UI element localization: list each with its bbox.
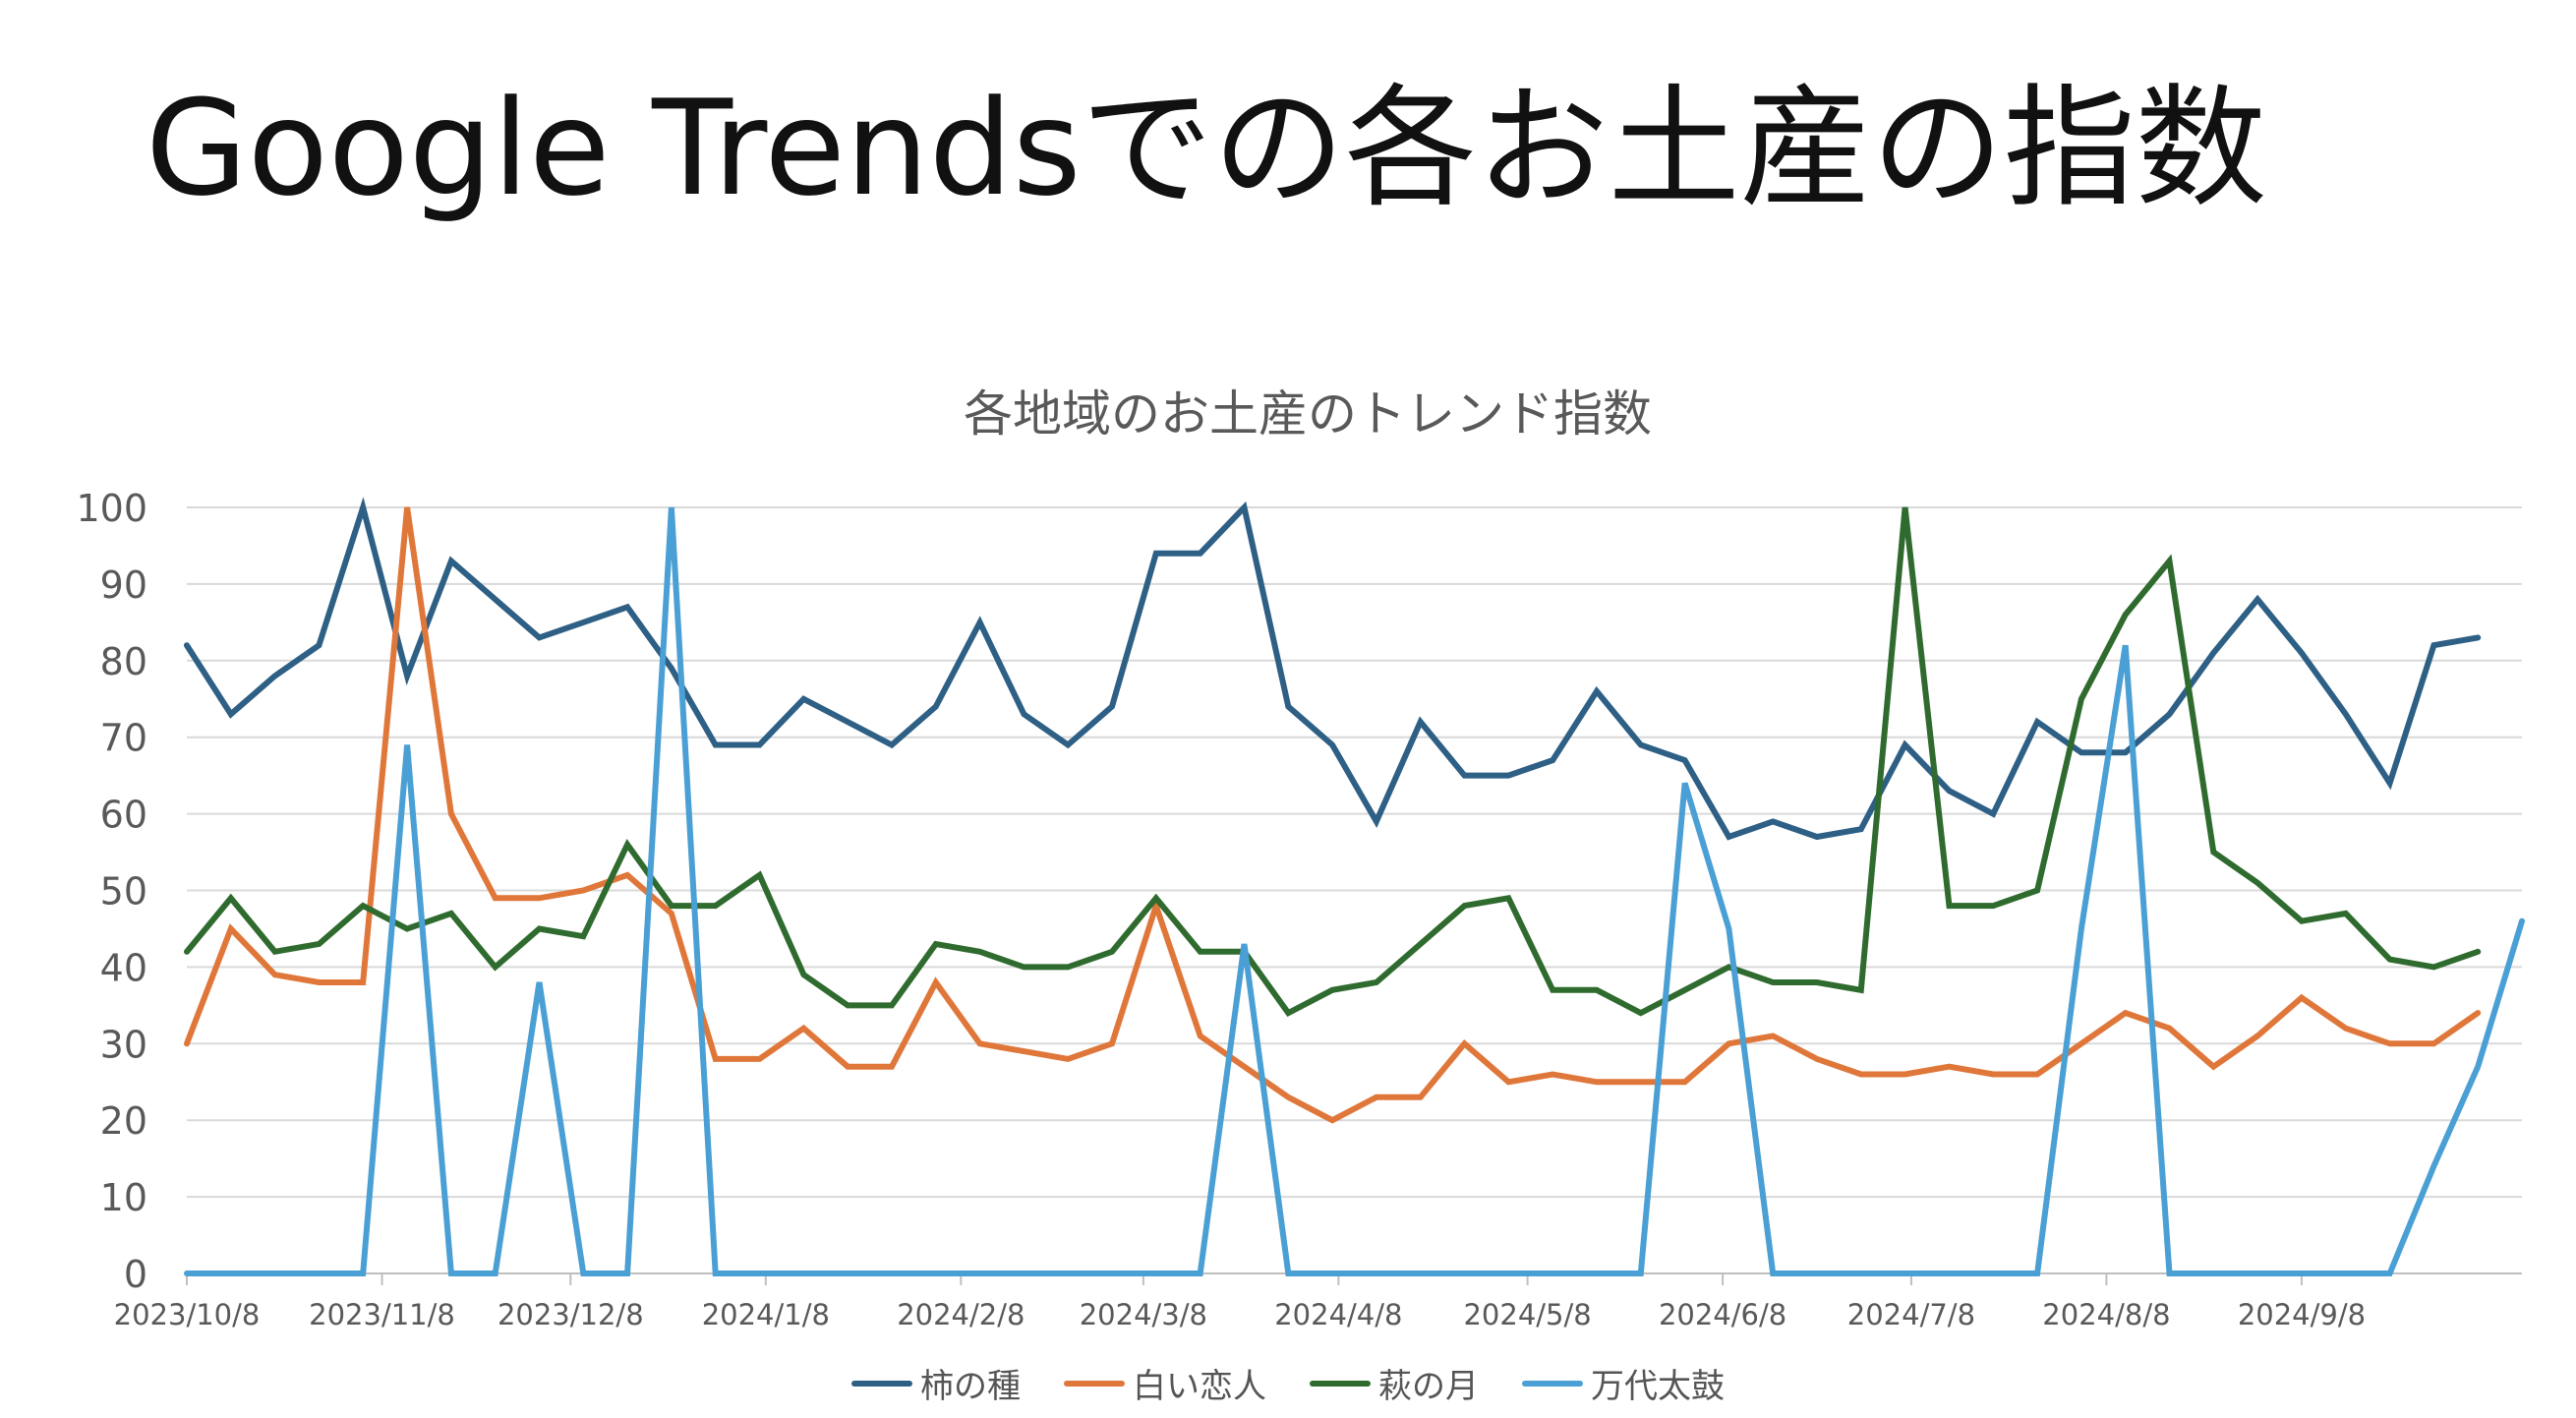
- x-tick-label: 2023/12/8: [498, 1298, 644, 1331]
- y-tick-label: 30: [100, 1023, 147, 1066]
- series-line-2: [184, 506, 2482, 1017]
- x-tick-label: 2024/4/8: [1274, 1298, 1402, 1331]
- gridlines: [187, 506, 2522, 1274]
- y-tick-label: 40: [100, 946, 147, 989]
- legend-item-bandai-daiko: 万代太鼓: [1522, 1359, 1725, 1407]
- legend-item-kakinotane: 柿の種: [851, 1359, 1021, 1407]
- y-tick-label: 10: [100, 1176, 147, 1219]
- x-axis: 2023/10/8 2023/11/8 2023/12/8 2024/1/8 2024/…: [114, 1273, 2366, 1331]
- x-tick-label: 2023/11/8: [309, 1298, 455, 1331]
- y-axis: 0 10 20 30 40 50 60 70 80 90 100: [76, 487, 147, 1296]
- x-tick-label: 2024/8/8: [2042, 1298, 2170, 1331]
- y-tick-label: 100: [76, 487, 147, 530]
- y-tick-label: 50: [100, 870, 147, 914]
- chart-title: 各地域のお土産のトレンド指数: [964, 385, 1652, 443]
- x-tick-label: 2024/2/8: [897, 1298, 1025, 1331]
- series-lines: [184, 497, 2525, 1276]
- y-tick-label: 90: [100, 563, 147, 607]
- x-tick-label: 2024/7/8: [1847, 1298, 1975, 1331]
- legend-label: 柿の種: [920, 1367, 1021, 1406]
- chart-legend: 柿の種 白い恋人 萩の月 万代太鼓: [0, 1359, 2576, 1407]
- y-tick-label: 80: [100, 640, 147, 683]
- legend-label: 白い恋人: [1133, 1367, 1266, 1406]
- y-tick-label: 70: [100, 717, 147, 760]
- y-tick-label: 0: [124, 1253, 147, 1296]
- slide-title: Google Trendsでの各お土産の指数: [146, 72, 2267, 225]
- legend-label: 万代太鼓: [1591, 1367, 1725, 1406]
- series-line-1: [184, 506, 2482, 1124]
- y-tick-label: 20: [100, 1099, 147, 1143]
- x-tick-label: 2024/6/8: [1659, 1298, 1786, 1331]
- legend-swatch: [851, 1380, 912, 1387]
- legend-label: 萩の月: [1378, 1367, 1479, 1406]
- y-tick-label: 60: [100, 794, 147, 837]
- legend-swatch: [1064, 1380, 1125, 1387]
- legend-swatch: [1522, 1380, 1583, 1387]
- x-tick-label: 2023/10/8: [114, 1298, 261, 1331]
- series-line-0: [184, 497, 2482, 841]
- x-tick-label: 2024/9/8: [2238, 1298, 2366, 1331]
- legend-item-hagi-no-tsuki: 萩の月: [1310, 1359, 1479, 1407]
- legend-swatch: [1310, 1380, 1371, 1387]
- series-line-3: [184, 506, 2525, 1276]
- legend-item-shiroi-koibito: 白い恋人: [1064, 1359, 1266, 1407]
- x-tick-label: 2024/1/8: [702, 1298, 830, 1331]
- x-tick-label: 2024/5/8: [1463, 1298, 1591, 1331]
- x-tick-label: 2024/3/8: [1080, 1298, 1207, 1331]
